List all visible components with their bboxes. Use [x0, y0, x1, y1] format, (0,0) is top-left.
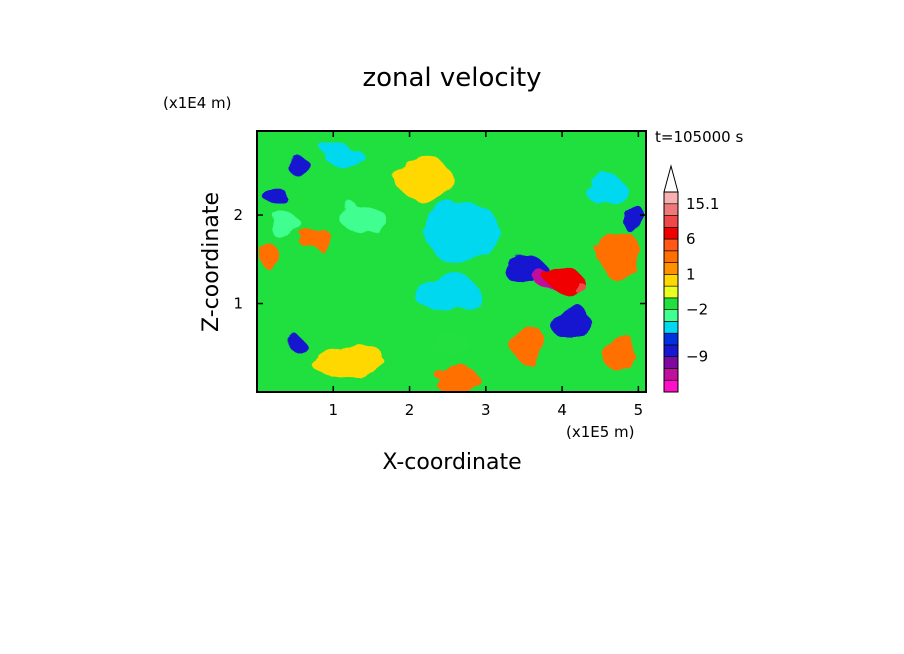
y-tick-label: 2 — [233, 206, 243, 224]
colorbar-label: 1 — [686, 265, 696, 283]
colorbar-frame — [663, 191, 679, 393]
time-label: t=105000 s — [655, 128, 743, 146]
contour-region — [272, 215, 303, 242]
colorbar-swatch — [663, 215, 679, 228]
contour-region — [417, 272, 479, 317]
x-axis-title: X-coordinate — [382, 450, 521, 475]
contour-region — [567, 276, 580, 287]
colorbar-swatch — [663, 191, 679, 205]
colorbar-extend-arrow — [663, 164, 679, 193]
contour-region — [283, 331, 299, 346]
colorbar-swatch — [663, 285, 679, 299]
contour-region — [310, 343, 387, 379]
colorbar-swatch — [663, 379, 679, 393]
contour-region — [510, 323, 545, 363]
y-axis-title: Z-coordinate — [199, 192, 224, 332]
x-tick-label: 5 — [634, 401, 644, 419]
contour-region — [340, 206, 387, 233]
contour-region — [584, 172, 624, 205]
x-tick-label: 3 — [481, 401, 491, 419]
colorbar-swatch — [663, 262, 679, 275]
colorbar-label: 15.1 — [686, 195, 719, 213]
x-tick-label: 1 — [329, 401, 339, 419]
contour-region — [424, 201, 502, 264]
colorbar-swatch — [663, 332, 679, 346]
contour-region — [550, 301, 589, 341]
plot-frame — [256, 130, 647, 393]
contour-region — [428, 332, 467, 354]
contour-region — [619, 208, 646, 231]
contour-region — [398, 157, 452, 202]
colorbar: 15.1 6 1 −2 −9 — [663, 164, 719, 393]
colorbar-swatch — [663, 238, 679, 252]
colorbar-swatch — [663, 344, 679, 358]
colorbar-swatch — [663, 368, 679, 381]
colorbar-label: −2 — [686, 301, 708, 319]
contour-region — [432, 365, 479, 392]
x-tick-label: 4 — [557, 401, 567, 419]
colorbar-swatch — [663, 250, 679, 263]
x-unit-label: (x1E5 m) — [566, 423, 635, 441]
colorbar-swatch — [663, 356, 679, 369]
colorbar-label: 6 — [686, 230, 696, 248]
colorbar-swatch — [663, 274, 679, 287]
x-axis-ticks: 1 2 3 4 5 — [329, 131, 644, 419]
contour-region — [321, 142, 360, 164]
x-tick-label: 2 — [405, 401, 415, 419]
contour-region — [600, 334, 639, 370]
colorbar-swatch — [663, 321, 679, 334]
y-tick-label: 1 — [233, 295, 243, 313]
colorbar-swatch — [663, 203, 679, 216]
y-unit-label: (x1E4 m) — [163, 94, 232, 112]
contour-region — [600, 228, 639, 282]
colorbar-swatch — [663, 309, 679, 322]
colorbar-swatch — [663, 297, 679, 310]
plot-area — [257, 131, 646, 392]
colorbar-swatch — [663, 226, 679, 240]
colorbar-label: −9 — [686, 348, 708, 366]
contour-region — [260, 184, 284, 202]
chart-title: zonal velocity — [362, 63, 541, 93]
contour-region — [302, 228, 334, 255]
contour-region — [287, 157, 311, 176]
y-axis-ticks: 12 — [233, 206, 646, 313]
contour-region — [259, 246, 283, 269]
